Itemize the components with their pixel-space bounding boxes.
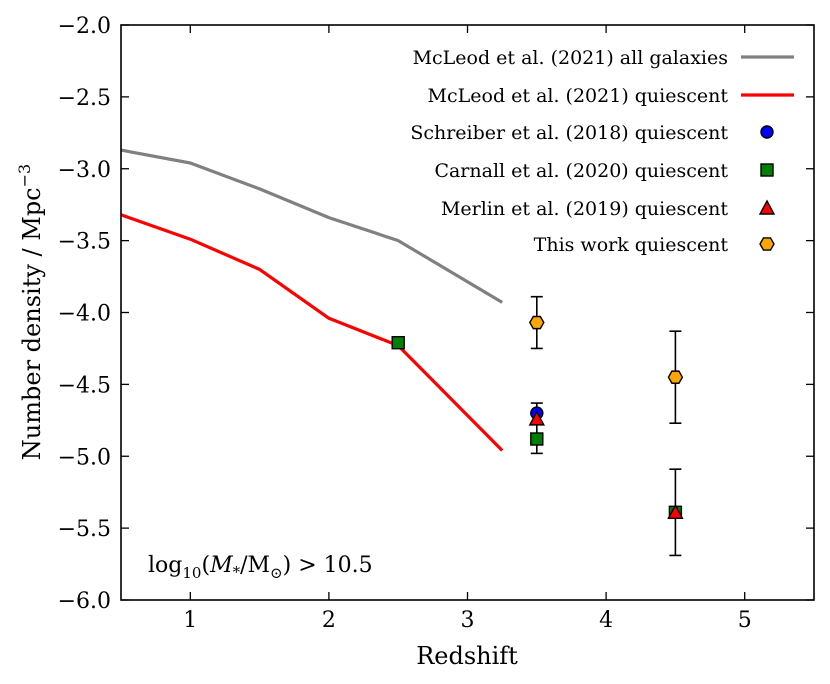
x-tick-label-2: 2 <box>322 608 336 633</box>
annot-log: log <box>148 553 182 578</box>
point-carnall-et-al-2020-quiescent-0 <box>391 335 405 350</box>
legend-label-schreiber-et-al-2018-quiescent: Schreiber et al. (2018) quiescent <box>410 122 728 144</box>
y-tick-label-1: −5.5 <box>58 517 111 542</box>
legend-label-this-work-quiescent: This work quiescent <box>534 234 729 256</box>
y-tick-label-8: −2.0 <box>58 14 111 39</box>
y-tick-label-0: −6.0 <box>58 589 111 614</box>
y-axis-label-exponent: −3 <box>15 164 34 188</box>
y-tick-label-2: −5.0 <box>58 445 111 470</box>
legend-label-merlin-et-al-2019-quiescent: Merlin et al. (2019) quiescent <box>441 198 728 220</box>
x-tick-label-4: 4 <box>599 608 613 633</box>
legend-swatch-merlin-et-al-2019-quiescent <box>758 199 776 215</box>
point-carnall-et-al-2020-quiescent-1 <box>530 432 544 446</box>
point-this-work-quiescent-0 <box>528 315 545 330</box>
legend-swatch-this-work-quiescent <box>759 237 775 251</box>
mass-cut-annotation: log10(M*/M⊙) > 10.5 <box>148 553 373 582</box>
annot-threshold: ) > 10.5 <box>283 553 373 578</box>
series-lines <box>120 148 504 452</box>
error-bars <box>530 295 682 557</box>
annot-log-sub: 10 <box>182 564 201 582</box>
y-tick-label-5: −3.5 <box>58 230 111 255</box>
line-mcleod-et-al-2021-all-galaxies <box>120 148 504 304</box>
legend-swatch-carnall-et-al-2020-quiescent <box>760 163 774 177</box>
legend: McLeod et al. (2021) all galaxies McLeod … <box>410 47 794 256</box>
y-axis-label: Number density / Mpc−3 <box>15 164 46 460</box>
line-mcleod-et-al-2021-quiescent <box>120 213 504 452</box>
y-tick-label-4: −4.0 <box>58 302 111 327</box>
annot-open: ( <box>201 553 210 578</box>
annot-m: M <box>209 553 233 578</box>
y-tick-label-7: −2.5 <box>58 86 111 111</box>
y-axis-label-main: Number density / Mpc <box>18 187 46 460</box>
point-this-work-quiescent-1 <box>667 370 684 384</box>
legend-swatch-schreiber-et-al-2018-quiescent <box>760 125 774 139</box>
axis-ticks: 1 2 3 4 5 −6.0 −5.5 −5.0 −4.5 −4.0 −3.5 −3.0 −2.5 −2.… <box>58 14 814 633</box>
data-markers <box>391 315 684 520</box>
plot-frame <box>120 24 815 601</box>
point-merlin-et-al-2019-quiescent-0 <box>528 410 545 426</box>
x-axis-label: Redshift <box>416 642 518 670</box>
legend-label-mcleod-et-al-2021-quiescent: McLeod et al. (2021) quiescent <box>428 85 729 107</box>
annot-msun: /M <box>240 553 270 578</box>
annot-m-sub: * <box>233 563 241 581</box>
x-tick-label-5: 5 <box>738 608 752 633</box>
x-tick-label-3: 3 <box>461 608 475 633</box>
annot-sun: ⊙ <box>270 564 283 582</box>
y-tick-label-6: −3.0 <box>58 158 111 183</box>
y-tick-label-3: −4.5 <box>58 373 111 398</box>
x-tick-label-1: 1 <box>183 608 197 633</box>
legend-label-mcleod-et-al-2021-all-galaxies: McLeod et al. (2021) all galaxies <box>413 47 728 69</box>
legend-label-carnall-et-al-2020-quiescent: Carnall et al. (2020) quiescent <box>434 160 728 182</box>
point-merlin-et-al-2019-quiescent-1 <box>667 503 684 520</box>
